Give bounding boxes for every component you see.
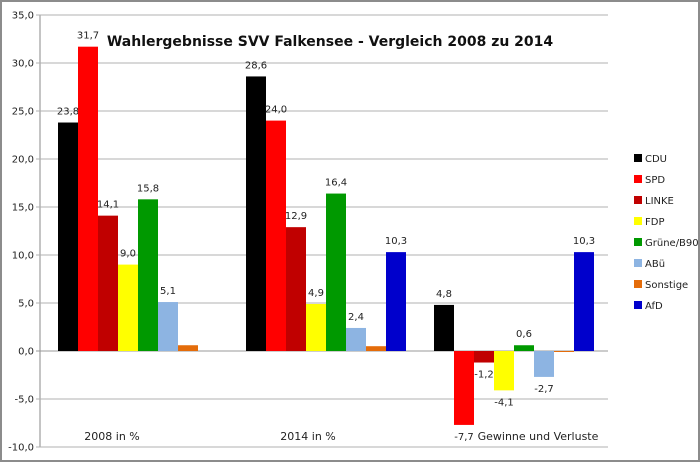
legend-label: Sonstige bbox=[645, 280, 688, 291]
data-label: -7,7 bbox=[454, 432, 474, 443]
legend-label: CDU bbox=[645, 154, 667, 165]
legend-label: AfD bbox=[645, 301, 663, 312]
bar-fdp-0 bbox=[118, 264, 138, 351]
y-tick-label: 20,0 bbox=[12, 155, 34, 166]
data-label: -1,2 bbox=[474, 370, 494, 381]
bar-spd-2 bbox=[454, 351, 474, 425]
data-label: -2,7 bbox=[534, 384, 554, 395]
data-label: 10,3 bbox=[385, 236, 407, 247]
bar-afd-2 bbox=[574, 252, 594, 351]
legend-swatch bbox=[634, 175, 642, 183]
data-label: 24,0 bbox=[265, 105, 287, 116]
chart-title: Wahlergebnisse SVV Falkensee - Vergleich… bbox=[107, 34, 554, 50]
legend-item: ABü bbox=[634, 259, 665, 270]
data-label: 0,6 bbox=[516, 329, 532, 340]
bar-sonstige-2 bbox=[554, 351, 574, 352]
bar-cdu-0 bbox=[58, 122, 78, 352]
legend-item: CDU bbox=[634, 154, 667, 165]
data-label: 16,4 bbox=[325, 178, 347, 189]
y-tick-label: 25,0 bbox=[12, 107, 34, 118]
y-tick-label: 10,0 bbox=[12, 251, 34, 262]
category-label: 2008 in % bbox=[84, 430, 139, 443]
legend-label: ABü bbox=[645, 259, 665, 270]
data-label: 2,4 bbox=[348, 312, 364, 323]
y-tick-label: 0,0 bbox=[18, 347, 34, 358]
data-label: 14,1 bbox=[97, 200, 119, 211]
bar-gr-ne-b90-1 bbox=[326, 193, 346, 351]
legend-item: Grüne/B90 bbox=[634, 238, 699, 249]
data-label: 12,9 bbox=[285, 211, 307, 222]
legend-label: SPD bbox=[645, 175, 665, 186]
category-label: 2014 in % bbox=[280, 430, 335, 443]
data-label: -4,1 bbox=[494, 397, 514, 408]
bar-afd-1 bbox=[386, 252, 406, 351]
data-label: 4,9 bbox=[308, 288, 324, 299]
y-tick-label: -5,0 bbox=[14, 395, 34, 406]
data-label: 10,3 bbox=[573, 236, 595, 247]
legend-label: LINKE bbox=[645, 196, 674, 207]
bar-cdu-1 bbox=[246, 76, 266, 351]
bar-gr-ne-b90-2 bbox=[514, 345, 534, 351]
data-label: 9,0 bbox=[120, 249, 136, 260]
data-label: 4,8 bbox=[436, 289, 452, 300]
legend-item: Sonstige bbox=[634, 280, 688, 291]
legend-label: Grüne/B90 bbox=[645, 238, 699, 249]
bar-fdp-1 bbox=[306, 303, 326, 351]
legend-swatch bbox=[634, 217, 642, 225]
data-label: 28,6 bbox=[245, 60, 267, 71]
bar-ab--2 bbox=[534, 351, 554, 377]
y-tick-label: 15,0 bbox=[12, 203, 34, 214]
y-tick-label: 35,0 bbox=[12, 11, 34, 22]
legend-swatch bbox=[634, 259, 642, 267]
y-tick-label: -10,0 bbox=[8, 443, 34, 454]
legend-item: FDP bbox=[634, 217, 664, 228]
bar-linke-0 bbox=[98, 215, 118, 351]
y-tick-label: 5,0 bbox=[18, 299, 34, 310]
bar-gr-ne-b90-0 bbox=[138, 199, 158, 351]
category-label: Gewinne und Verluste bbox=[478, 430, 599, 443]
bar-spd-0 bbox=[78, 46, 98, 352]
bar-fdp-2 bbox=[494, 351, 514, 391]
legend-item: AfD bbox=[634, 301, 663, 312]
legend-label: FDP bbox=[645, 217, 664, 228]
legend-swatch bbox=[634, 301, 642, 309]
legend-swatch bbox=[634, 280, 642, 288]
legend-swatch bbox=[634, 238, 642, 246]
bar-cdu-2 bbox=[434, 304, 454, 351]
bar-linke-2 bbox=[474, 351, 494, 363]
data-label: 23,8 bbox=[57, 107, 79, 118]
bar-ab--1 bbox=[346, 327, 366, 351]
bar-spd-1 bbox=[266, 120, 286, 351]
y-tick-label: 30,0 bbox=[12, 59, 34, 70]
data-label: 15,8 bbox=[137, 183, 159, 194]
legend-item: SPD bbox=[634, 175, 665, 186]
bar-sonstige-0 bbox=[178, 345, 198, 351]
bar-ab--0 bbox=[158, 302, 178, 351]
bar-sonstige-1 bbox=[366, 346, 386, 351]
legend-swatch bbox=[634, 154, 642, 162]
data-label: 31,7 bbox=[77, 31, 99, 42]
legend-swatch bbox=[634, 196, 642, 204]
bar-linke-1 bbox=[286, 227, 306, 351]
data-label: 5,1 bbox=[160, 286, 176, 297]
legend-item: LINKE bbox=[634, 196, 674, 207]
